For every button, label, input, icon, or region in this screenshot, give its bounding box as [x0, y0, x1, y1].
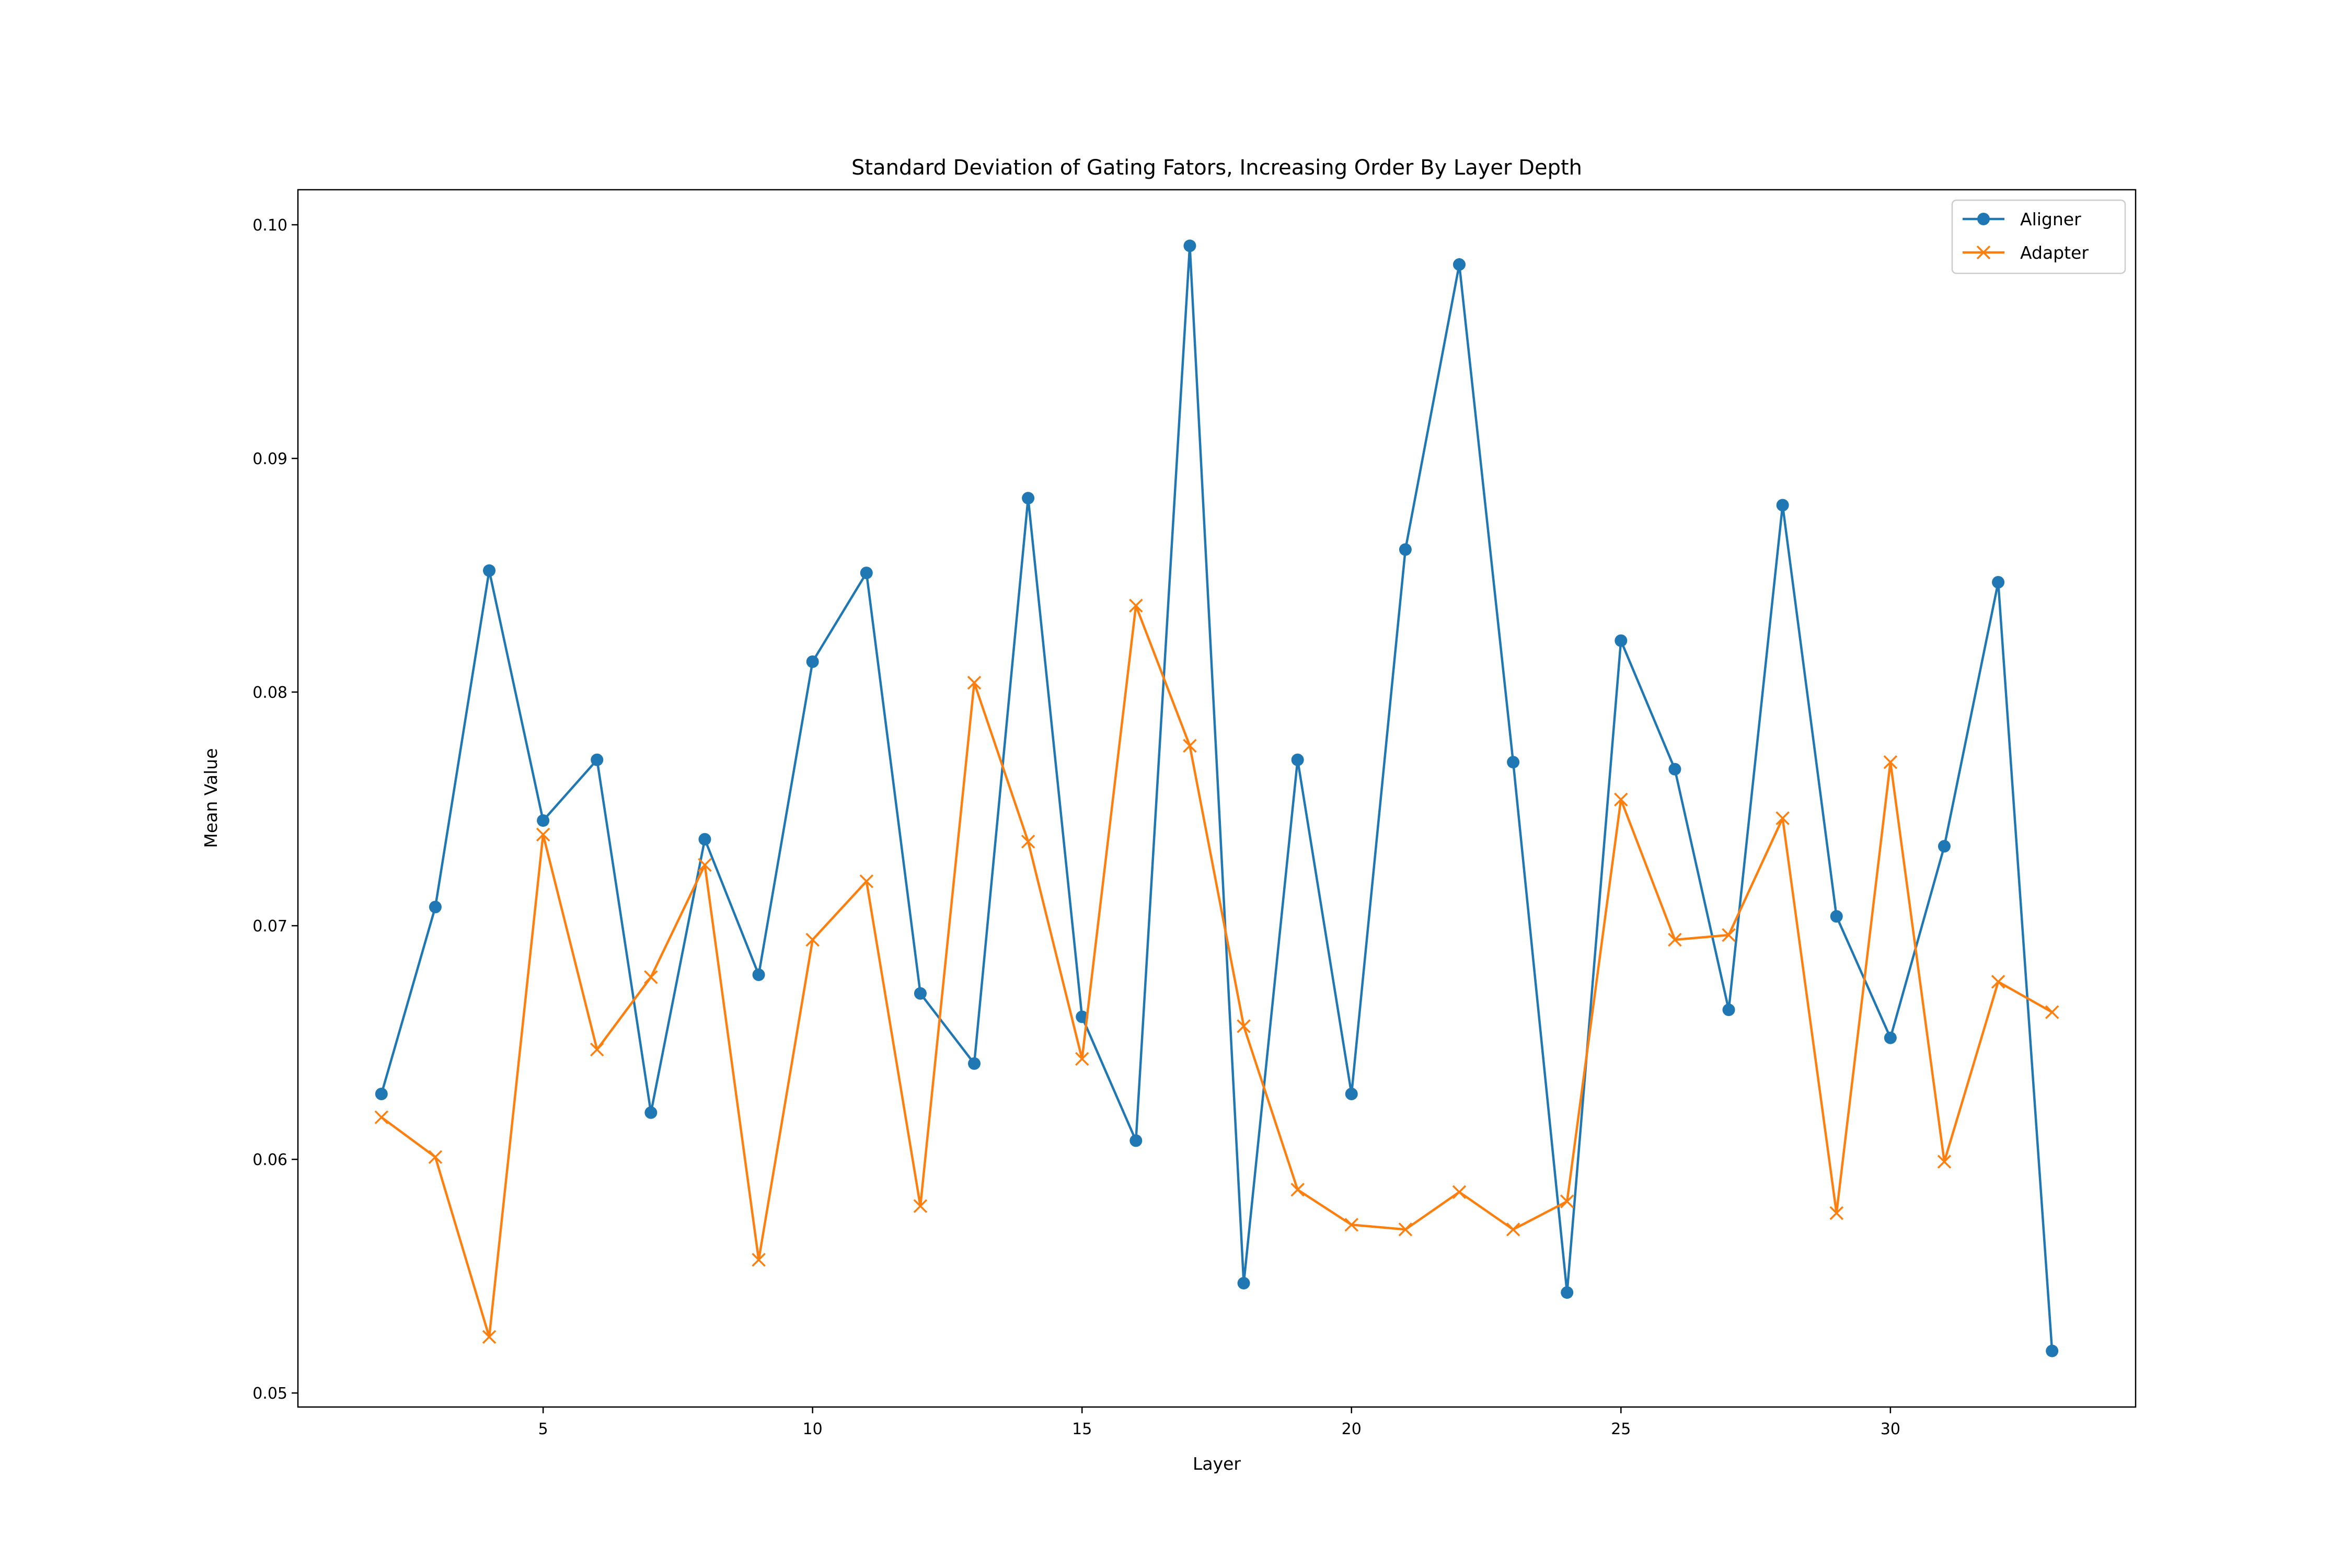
aligner-point	[2046, 1344, 2059, 1357]
plot-area	[374, 239, 2059, 1357]
x-tick-label: 5	[538, 1420, 548, 1438]
y-tick-label: 0.10	[252, 216, 287, 235]
aligner-point	[644, 1106, 658, 1119]
aligner-point	[752, 969, 765, 982]
adapter-point	[428, 1150, 443, 1164]
adapter-point	[1829, 1206, 1843, 1220]
adapter-point	[967, 675, 982, 690]
x-tick-label: 20	[1342, 1420, 1362, 1438]
adapter-point	[1344, 1218, 1359, 1232]
adapter-point	[1775, 811, 1790, 825]
aligner-point	[591, 753, 604, 766]
adapter-point	[1668, 932, 1682, 947]
aligner-point	[1291, 753, 1304, 766]
y-axis-label: Mean Value	[201, 748, 221, 848]
y-tick-label: 0.05	[252, 1385, 287, 1403]
y-tick-label: 0.06	[252, 1151, 287, 1169]
aligner-point	[1615, 634, 1628, 647]
aligner-point	[1399, 543, 1412, 556]
adapter-point	[1506, 1223, 1520, 1237]
aligner-point	[1183, 239, 1196, 252]
y-tick-label: 0.09	[252, 450, 287, 468]
adapter-point	[698, 858, 712, 872]
aligner-point	[914, 987, 927, 1000]
legend-marker	[1976, 245, 1991, 260]
adapter-series-line	[381, 604, 2053, 1339]
aligner-point	[1345, 1087, 1358, 1100]
adapter-point	[752, 1253, 766, 1267]
aligner-point	[1938, 840, 1951, 853]
x-tick-label: 10	[803, 1420, 823, 1438]
x-tick-label: 30	[1881, 1420, 1900, 1438]
aligner-point	[483, 564, 496, 577]
aligner-point	[429, 901, 442, 914]
adapter-point	[1560, 1194, 1574, 1208]
adapter-point	[913, 1199, 928, 1213]
adapter-point	[1614, 792, 1628, 806]
adapter-point	[482, 1330, 497, 1344]
adapter-point	[1290, 1183, 1305, 1197]
adapter-point	[859, 874, 874, 889]
adapter-point	[1452, 1185, 1467, 1199]
adapter-point	[2045, 1005, 2059, 1019]
aligner-point	[1776, 499, 1789, 512]
x-tick-label: 25	[1611, 1420, 1631, 1438]
aligner-point	[1507, 756, 1520, 769]
x-axis-label: Layer	[1193, 1454, 1241, 1474]
aligner-point	[698, 833, 711, 846]
chart-title: Standard Deviation of Gating Fators, Inc…	[851, 156, 1582, 180]
plot-frame	[297, 189, 2137, 1408]
aligner-point	[1237, 1277, 1250, 1290]
legend-item-aligner: Aligner	[1963, 209, 2081, 229]
adapter-point	[1075, 1052, 1089, 1066]
adapter-point	[1183, 739, 1197, 753]
adapter-point	[590, 1042, 604, 1057]
adapter-point	[805, 932, 820, 947]
adapter-point	[374, 1110, 389, 1124]
aligner-point	[968, 1057, 981, 1070]
adapter-point	[1398, 1223, 1413, 1237]
legend-item-adapter: Adapter	[1963, 243, 2089, 263]
adapter-point	[1883, 755, 1898, 769]
aligner-point	[1129, 1134, 1143, 1147]
aligner-point	[1992, 576, 2005, 589]
y-axis: 0.05 0.06 0.07 0.08 0.09 0.10	[252, 216, 298, 1403]
aligner-point	[1884, 1031, 1897, 1044]
aligner-point	[1452, 258, 1466, 271]
adapter-point	[1021, 834, 1035, 849]
y-tick-label: 0.07	[252, 917, 287, 936]
adapter-point	[536, 827, 550, 842]
aligner-point	[1830, 910, 1843, 923]
adapter-point	[1991, 975, 2005, 989]
aligner-series-line	[380, 245, 2054, 1351]
adapter-point	[1937, 1155, 1952, 1169]
aligner-point	[1076, 1010, 1089, 1023]
x-axis: 5 10 15 20 25 30	[538, 1407, 1900, 1438]
aligner-point	[537, 814, 550, 827]
legend-label: Adapter	[2020, 243, 2089, 263]
aligner-point	[1668, 763, 1681, 776]
y-tick-label: 0.08	[252, 684, 287, 702]
aligner-point	[1022, 492, 1035, 505]
aligner-point	[1561, 1286, 1574, 1299]
adapter-point	[1722, 928, 1736, 942]
legend-label: Aligner	[2020, 209, 2081, 229]
aligner-point	[1722, 1004, 1735, 1017]
aligner-point	[806, 655, 819, 668]
x-tick-label: 15	[1072, 1420, 1092, 1438]
adapter-point	[644, 970, 658, 984]
legend: Aligner Adapter	[1951, 199, 2126, 274]
legend-marker	[1977, 213, 1990, 225]
aligner-point	[860, 567, 873, 580]
aligner-point	[375, 1087, 388, 1100]
adapter-point	[1129, 598, 1143, 613]
adapter-point	[1237, 1019, 1251, 1033]
